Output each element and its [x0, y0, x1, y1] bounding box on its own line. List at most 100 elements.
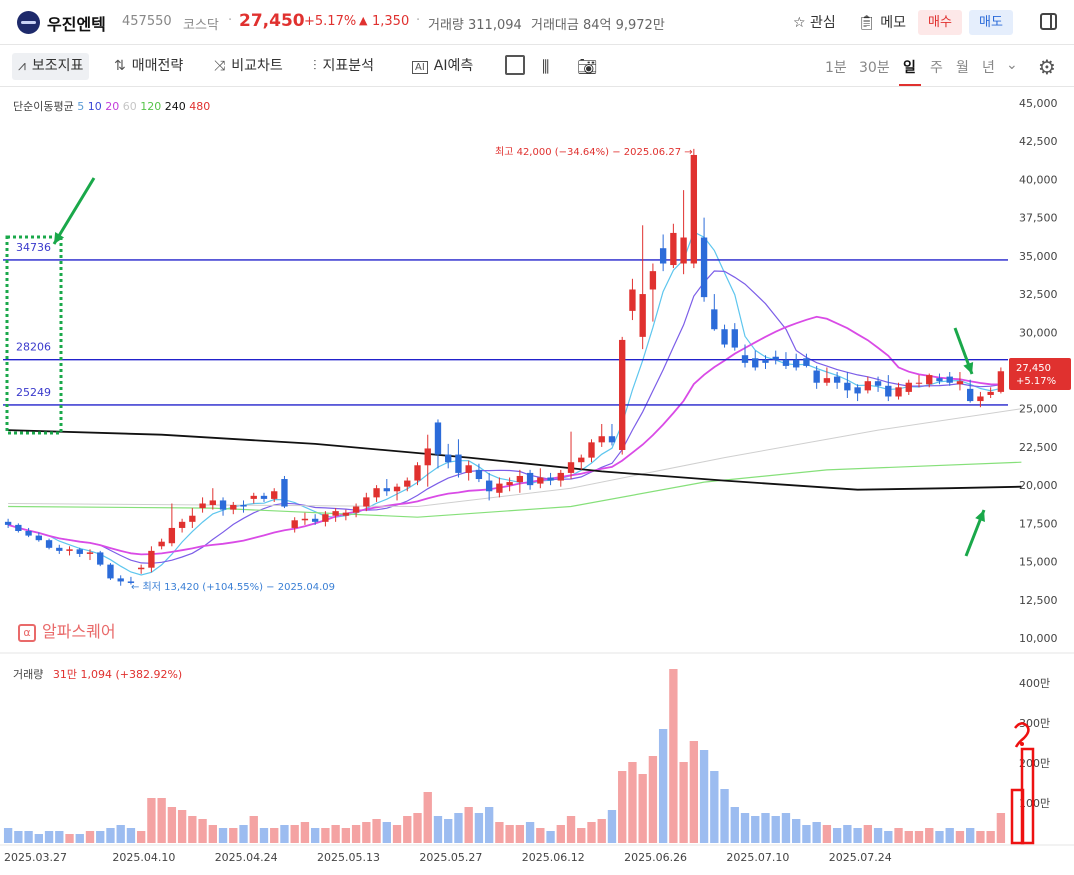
volume-bar[interactable] — [792, 819, 801, 843]
candle-body[interactable] — [332, 511, 339, 516]
volume-bar[interactable] — [116, 825, 125, 843]
candle-body[interactable] — [537, 477, 544, 484]
candle-body[interactable] — [240, 505, 247, 507]
candle-body[interactable] — [25, 531, 32, 536]
candle-body[interactable] — [311, 518, 319, 522]
candle-body[interactable] — [219, 500, 227, 510]
favorite-button[interactable]: ☆ 관심 — [793, 12, 836, 32]
volume-bar[interactable] — [822, 825, 832, 843]
candle-body[interactable] — [680, 237, 687, 264]
candle-body[interactable] — [557, 472, 564, 481]
price-chart[interactable]: 34736 28206 25249 45,000 42,500 40,000 37,500… — [0, 88, 1074, 875]
volume-bar[interactable] — [136, 831, 146, 843]
volume-bar[interactable] — [699, 750, 709, 843]
volume-bar[interactable] — [24, 831, 33, 843]
volume-bar[interactable] — [577, 828, 586, 843]
candle-body[interactable] — [956, 381, 964, 385]
stock-name[interactable]: 우진엔텍 — [47, 15, 106, 34]
volume-bar[interactable] — [679, 762, 688, 843]
candle-body[interactable] — [752, 358, 759, 368]
candle-body[interactable] — [690, 154, 698, 264]
volume-bar[interactable] — [618, 771, 627, 843]
volume-bar[interactable] — [300, 822, 310, 843]
buy-button[interactable]: 매수 — [918, 10, 962, 35]
candle-body[interactable] — [629, 289, 636, 311]
candle-body[interactable] — [803, 358, 810, 366]
volume-bar[interactable] — [648, 756, 658, 843]
candle-body[interactable] — [352, 506, 360, 513]
volume-bar[interactable] — [157, 798, 166, 843]
candle-body[interactable] — [833, 376, 841, 383]
candle-body[interactable] — [86, 552, 94, 554]
candle-body[interactable] — [721, 329, 728, 345]
candle-body[interactable] — [404, 480, 411, 487]
candle-body[interactable] — [230, 505, 237, 510]
volume-bar[interactable] — [812, 822, 821, 843]
volume-bar[interactable] — [198, 819, 207, 843]
volume-bar[interactable] — [55, 831, 64, 843]
candle-body[interactable] — [711, 309, 718, 330]
candle-body[interactable] — [977, 396, 984, 402]
volume-bar[interactable] — [331, 825, 340, 843]
volume-bar[interactable] — [802, 825, 811, 843]
volume-bar[interactable] — [751, 816, 760, 843]
candle-body[interactable] — [137, 567, 145, 570]
candle-body[interactable] — [782, 359, 790, 366]
volume-bar[interactable] — [597, 819, 606, 843]
volume-bar[interactable] — [34, 834, 43, 843]
candle-body[interactable] — [209, 500, 216, 506]
timeframe-year[interactable]: 년 — [982, 60, 995, 76]
candle-body[interactable] — [250, 495, 257, 499]
volume-bar[interactable] — [280, 825, 289, 843]
candle-body[interactable] — [56, 547, 63, 551]
candle-body[interactable] — [363, 497, 370, 507]
moving-average-legend[interactable]: 단순이동평균 5 10 20 60 120 240 480 — [13, 98, 210, 114]
volume-bar[interactable] — [740, 813, 750, 843]
candle-body[interactable] — [291, 520, 298, 528]
volume-bar[interactable] — [259, 828, 269, 843]
volume-bar[interactable] — [976, 831, 985, 843]
candle-body[interactable] — [946, 376, 953, 383]
candle-body[interactable] — [926, 375, 933, 385]
volume-bar[interactable] — [638, 774, 647, 843]
candle-body[interactable] — [731, 329, 738, 348]
candle-type-icon[interactable]: ⫼ — [542, 57, 550, 76]
candle-body[interactable] — [271, 491, 278, 499]
candle-body[interactable] — [178, 521, 186, 528]
chevron-down-icon[interactable]: ⌄ — [1006, 57, 1018, 73]
volume-bar[interactable] — [208, 825, 217, 843]
volume-bar[interactable] — [147, 798, 156, 843]
volume-bar[interactable] — [382, 822, 391, 843]
candle-body[interactable] — [4, 521, 12, 525]
candle-body[interactable] — [772, 356, 779, 360]
volume-bar[interactable] — [781, 813, 791, 843]
candle-body[interactable] — [864, 381, 872, 391]
candle-body[interactable] — [424, 448, 431, 466]
candle-body[interactable] — [844, 382, 851, 391]
candle-body[interactable] — [874, 381, 882, 386]
candle-body[interactable] — [15, 524, 22, 531]
volume-bar[interactable] — [863, 825, 873, 843]
candle-body[interactable] — [915, 382, 923, 384]
candle-body[interactable] — [189, 515, 196, 522]
timeframe-30m[interactable]: 30분 — [859, 60, 890, 76]
candle-body[interactable] — [45, 540, 53, 548]
square-draw-icon[interactable] — [505, 55, 525, 75]
volume-bar[interactable] — [433, 816, 443, 843]
volume-bar[interactable] — [362, 822, 371, 843]
volume-bar[interactable] — [44, 831, 54, 843]
candle-body[interactable] — [445, 454, 452, 463]
pattern-button[interactable]: ⫶ 지표분석 — [313, 53, 374, 80]
candle-body[interactable] — [117, 578, 124, 582]
candle-body[interactable] — [895, 387, 902, 397]
volume-bar[interactable] — [955, 831, 965, 843]
volume-bar[interactable] — [177, 810, 187, 843]
volume-legend[interactable]: 거래량 31만 1,094 (+382.92%) — [13, 666, 182, 682]
memo-button[interactable]: 📋︎ 메모 — [858, 12, 906, 32]
candle-body[interactable] — [639, 294, 646, 337]
volume-bar[interactable] — [270, 828, 279, 843]
candle-body[interactable] — [465, 465, 472, 473]
candle-body[interactable] — [578, 457, 585, 463]
volume-bar[interactable] — [464, 807, 473, 843]
candle-body[interactable] — [393, 486, 401, 492]
